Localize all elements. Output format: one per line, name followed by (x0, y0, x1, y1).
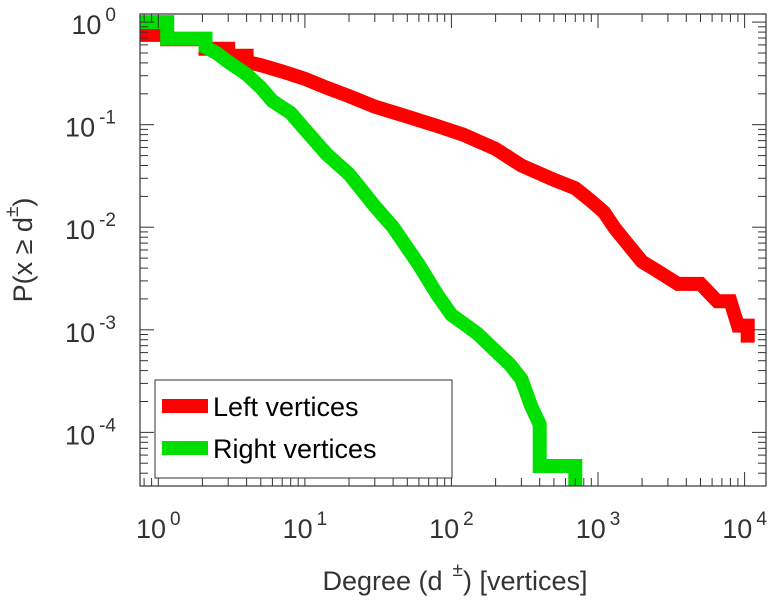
x-tick-label: 10 2 (429, 509, 474, 544)
axis-ticks (140, 14, 766, 487)
y-tick-label: 10 -4 (65, 415, 116, 450)
x-axis-label: Degree (d ±) [vertices] (322, 560, 587, 596)
x-tick-label: 10 1 (283, 509, 328, 544)
y-tick-label: 10 -3 (65, 313, 116, 348)
legend: Left vertices Right vertices (154, 379, 453, 479)
y-tick-label: 10 -2 (65, 210, 116, 245)
x-tick-label: 10 0 (136, 509, 181, 544)
legend-label-right-vertices: Right vertices (213, 434, 377, 464)
series-right-vertices-line (140, 15, 583, 486)
x-tick-label: 10 3 (576, 509, 621, 544)
legend-box (154, 379, 453, 479)
x-tick-labels: 10 0 10 1 10 2 10 3 10 4 (136, 509, 767, 544)
series-layer (140, 15, 755, 486)
x-tick-label: 10 4 (722, 509, 767, 544)
y-tick-label: 10 -1 (65, 108, 116, 143)
y-tick-label: 10 0 (71, 5, 116, 40)
legend-label-left-vertices: Left vertices (213, 392, 359, 422)
y-axis-label: P(x ≥ d±) (2, 198, 38, 303)
